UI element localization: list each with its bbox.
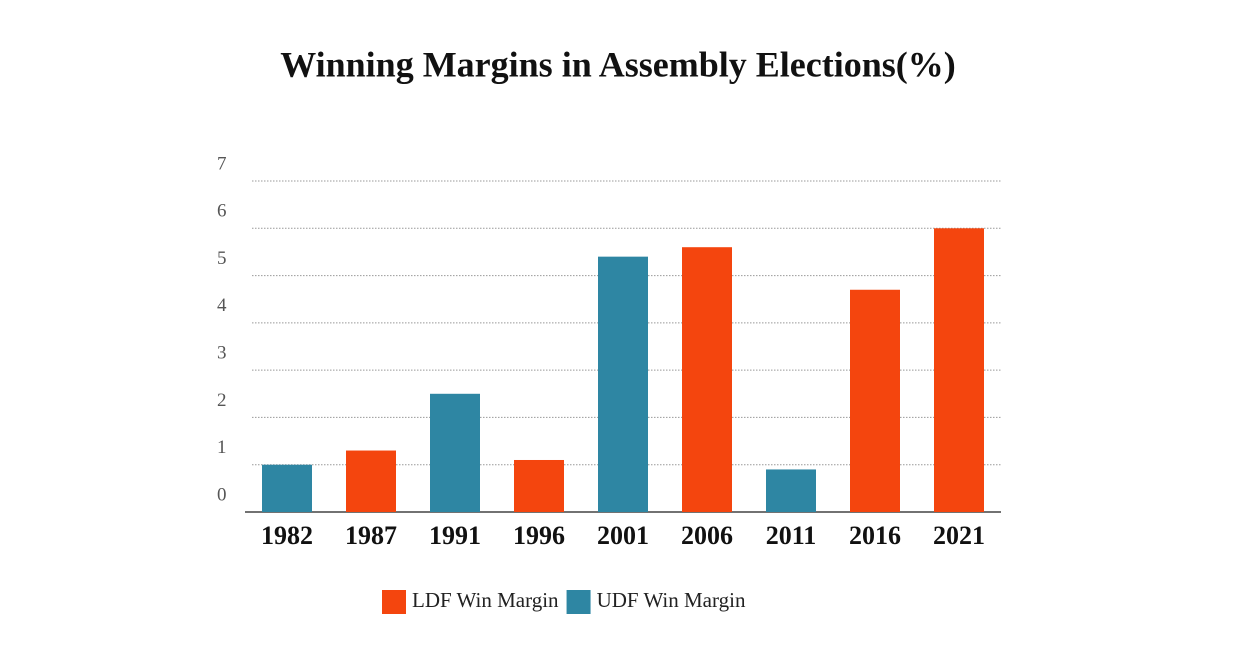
x-tick-label: 1987 — [345, 521, 397, 550]
x-tick-label: 2021 — [933, 521, 985, 550]
y-tick-label: 0 — [217, 484, 227, 505]
chart-title: Winning Margins in Assembly Elections(%) — [280, 44, 955, 84]
legend-label: LDF Win Margin — [412, 588, 559, 612]
bar — [514, 459, 564, 512]
y-tick-label: 1 — [217, 437, 227, 458]
bar — [262, 464, 312, 512]
x-tick-label: 1982 — [261, 521, 313, 550]
y-tick-label: 6 — [217, 201, 227, 222]
y-tick-label: 5 — [217, 248, 227, 269]
x-tick-label: 2006 — [681, 521, 733, 550]
x-tick-label: 1991 — [429, 521, 481, 550]
y-tick-label: 2 — [217, 390, 227, 411]
bar — [598, 256, 648, 512]
bar — [430, 393, 480, 512]
legend-label: UDF Win Margin — [597, 588, 746, 612]
bar — [346, 450, 396, 512]
y-tick-label: 7 — [217, 153, 227, 174]
y-tick-label: 3 — [217, 343, 227, 364]
legend-swatch — [382, 590, 406, 614]
x-tick-label: 2011 — [766, 521, 817, 550]
legend-swatch — [566, 590, 591, 614]
bar — [934, 228, 984, 513]
bar — [766, 469, 816, 512]
bar — [682, 247, 732, 512]
x-tick-label: 2016 — [849, 521, 901, 550]
x-tick-label: 1996 — [513, 521, 565, 550]
bar — [850, 289, 900, 512]
x-tick-label: 2001 — [597, 521, 649, 550]
y-tick-label: 4 — [217, 295, 227, 316]
